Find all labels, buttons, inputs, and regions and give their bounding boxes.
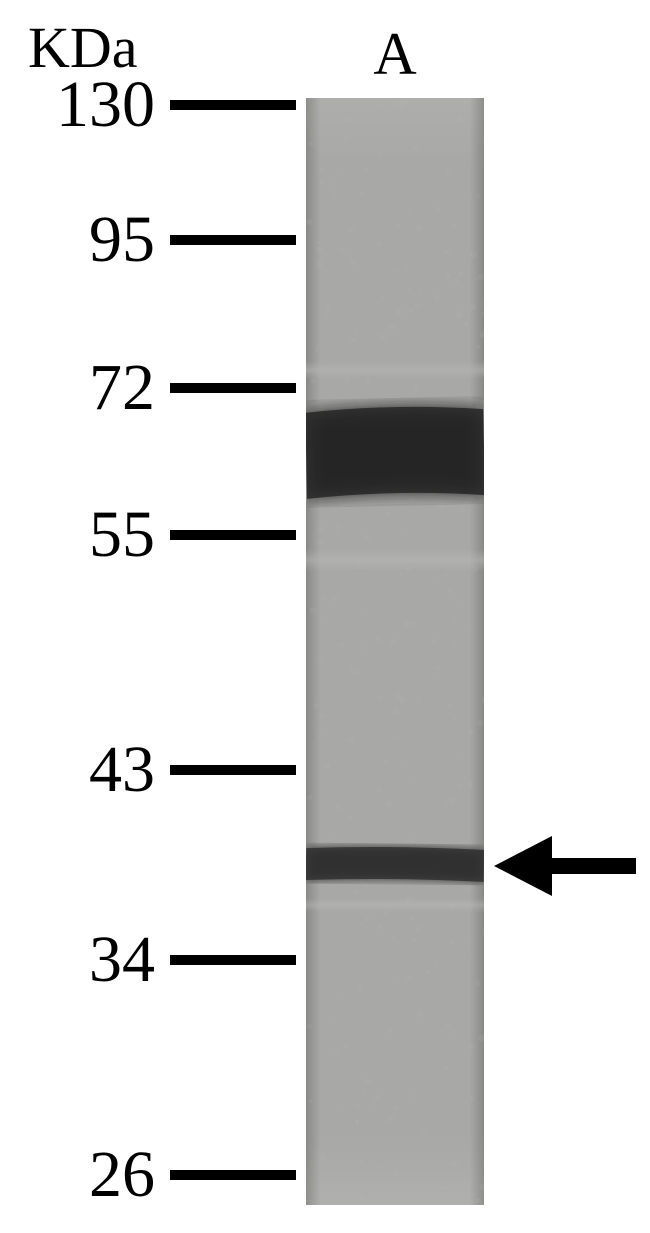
arrow-head (494, 836, 552, 896)
blot-figure: KDa A 130957255433426 (0, 0, 650, 1233)
target-arrow-icon (0, 0, 650, 1233)
arrow-shaft (548, 858, 636, 874)
